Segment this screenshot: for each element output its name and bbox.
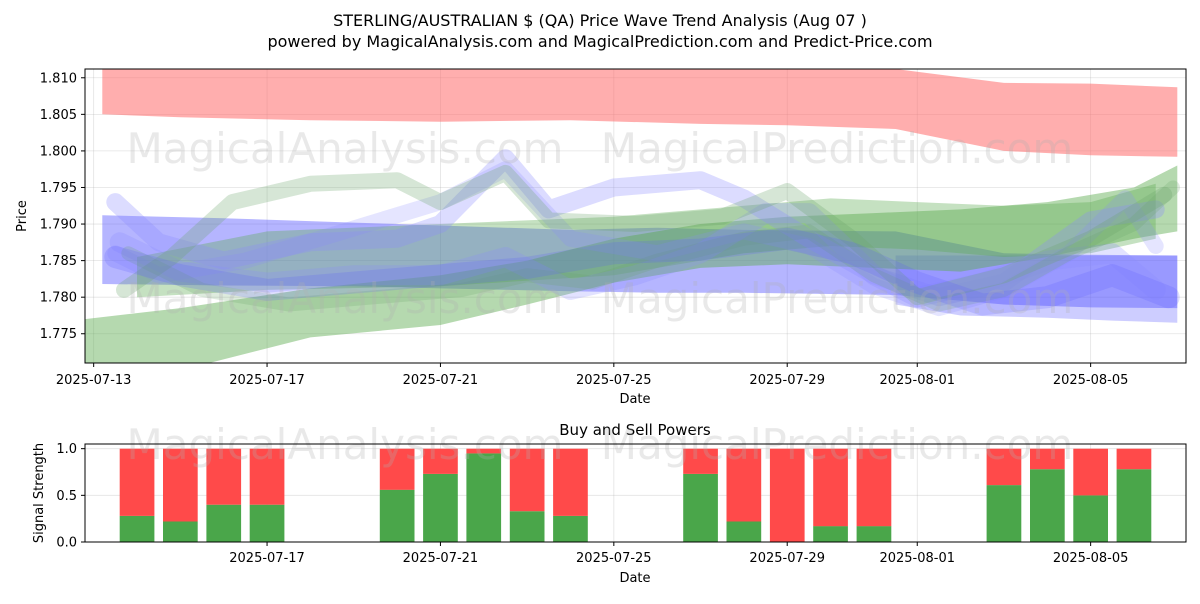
price-y-tick-label: 1.795 [40,181,77,196]
sell-bar [553,448,588,516]
price-x-ticks: 2025-07-13 2025-07-17 2025-07-21 2025-07-25… [56,363,1129,388]
price-x-tick-label: 2025-07-17 [229,373,305,388]
signal-y-label: Signal Strength [32,443,47,543]
signal-y-tick-label: 0.5 [56,489,77,504]
watermark-mid-right: MagicalPrediction.com [601,274,1074,323]
buy-bar [379,489,415,542]
price-x-tick-label: 2025-07-13 [56,373,132,388]
sell-bar [1030,448,1065,470]
buy-bar [553,515,588,542]
price-plot: MagicalAnalysis.com MagicalPrediction.co… [15,68,1187,407]
price-x-tick-label: 2025-08-05 [1053,373,1129,388]
signal-x-ticks: 2025-07-17 2025-07-21 2025-07-25 2025-07-29… [229,542,1128,566]
sell-bar [986,448,1022,486]
chart-title-line1: STERLING/AUSTRALIAN $ (QA) Price Wave Tr… [333,11,867,30]
price-y-tick-label: 1.800 [40,144,77,159]
price-y-tick-label: 1.775 [40,327,77,342]
band-red-upper [102,69,1178,157]
signal-plot: Buy and Sell Powers MagicalAnalysis.com … [32,420,1187,586]
wave-line-3 [116,164,1173,306]
price-y-tick-label: 1.790 [40,218,77,233]
sell-bar [726,448,762,522]
price-x-tick-label: 2025-07-25 [576,373,652,388]
band-blue-wide-2 [895,255,1178,323]
signal-x-tick-label: 2025-08-01 [879,551,955,566]
watermark-top-right: MagicalPrediction.com [601,124,1074,173]
price-x-tick-label: 2025-07-29 [749,373,825,388]
price-x-label: Date [619,392,650,407]
sell-bar [813,448,848,527]
buy-bar [856,526,892,542]
wave-line-4 [121,180,1180,312]
buy-bar [206,504,242,542]
price-y-tick-label: 1.805 [40,108,77,123]
sell-bar [683,448,718,474]
wave-line-5 [104,227,1180,316]
signal-x-label: Date [619,571,650,586]
sell-bar [206,448,242,505]
buy-bar [683,473,718,542]
sell-bar [249,448,285,505]
price-x-tick-label: 2025-08-01 [879,373,955,388]
buy-bar [1073,495,1108,542]
price-waves [104,149,1180,317]
watermark-mid-left: MagicalAnalysis.com [127,274,564,323]
sell-bar [509,448,545,512]
sell-bar [769,448,805,542]
price-plot-border [84,68,1187,364]
sell-bar [163,448,198,522]
band-green-rising [85,165,1178,363]
sell-bar [856,448,892,527]
buy-bar [726,521,762,542]
price-bands [85,69,1178,363]
buy-bar [1116,469,1152,542]
band-blue-wide [102,215,1178,309]
sell-bar [119,448,155,516]
signal-bars [119,448,1152,542]
buy-bar [509,511,545,542]
signal-y-tick-label: 0.0 [56,536,77,551]
band-green-flat [137,183,1156,298]
signal-plot-border [84,443,1187,543]
buy-bar [466,453,502,542]
wave-line-0 [106,149,1165,307]
sell-bar [1073,448,1108,496]
signal-plot-title: Buy and Sell Powers [559,421,711,439]
price-y-label: Price [15,200,30,232]
signal-x-tick-label: 2025-07-17 [229,551,305,566]
sell-bar [379,448,415,490]
price-y-tick-label: 1.780 [40,291,77,306]
buy-bar [813,526,848,542]
price-y-ticks: 1.775 1.780 1.785 1.790 1.795 1.800 1.805 1.810 [40,71,85,342]
signal-x-tick-label: 2025-07-29 [749,551,825,566]
signal-y-ticks: 0.0 0.5 1.0 [56,442,85,551]
signal-y-tick-label: 1.0 [56,442,77,457]
buy-bar [249,504,285,542]
signal-x-tick-label: 2025-08-05 [1053,551,1129,566]
buy-bar [986,485,1022,542]
buy-bar [119,515,155,542]
signal-x-tick-label: 2025-07-21 [403,551,479,566]
price-x-tick-label: 2025-07-21 [403,373,479,388]
signal-x-tick-label: 2025-07-25 [576,551,652,566]
buy-bar [423,473,458,542]
watermark-top-left: MagicalAnalysis.com [127,124,564,173]
price-watermarks: MagicalAnalysis.com MagicalPrediction.co… [127,124,1074,323]
sell-bar [466,448,502,454]
price-y-tick-label: 1.785 [40,254,77,269]
wave-line-1 [109,203,1166,308]
buy-bar [1030,469,1065,542]
price-y-tick-label: 1.810 [40,71,77,86]
wave-line-2 [107,161,1164,317]
chart-title-line2: powered by MagicalAnalysis.com and Magic… [267,32,932,51]
sell-bar [423,448,458,474]
sell-bar [1116,448,1152,470]
buy-bar [163,521,198,542]
